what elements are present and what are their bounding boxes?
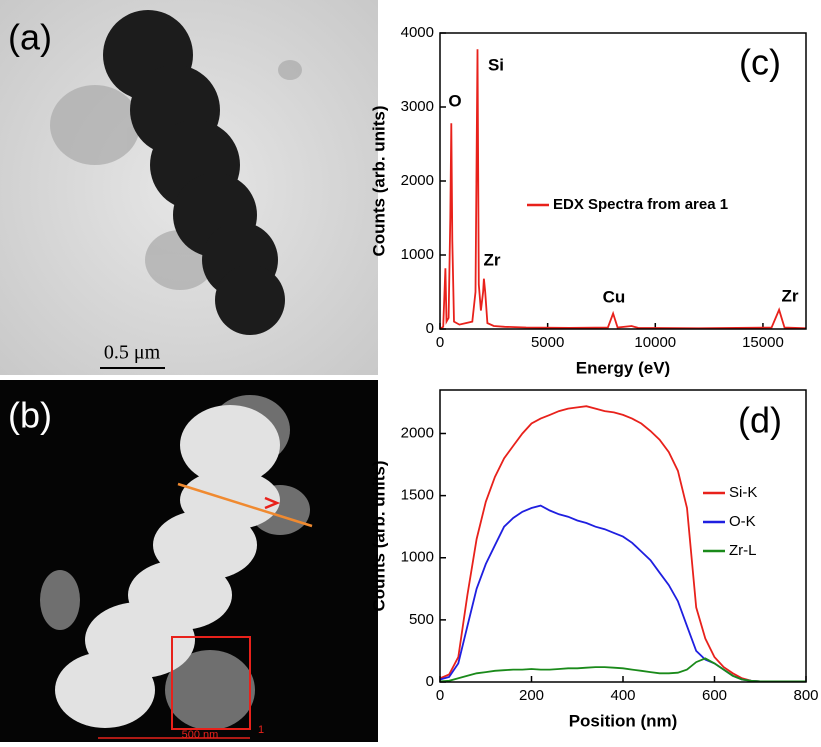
particle-chain [103, 10, 285, 335]
y-tick-label: 500 [409, 611, 434, 628]
x-tick-label: 200 [519, 687, 544, 704]
scale-bar-label: 0.5 μm [104, 342, 161, 364]
legend-label: O-K [729, 513, 756, 530]
series-line [439, 49, 807, 330]
y-tick-label: 4000 [401, 24, 434, 41]
y-tick-label: 1500 [401, 487, 434, 504]
x-tick-label: 10000 [634, 334, 676, 351]
x-axis-label: Position (nm) [569, 711, 678, 730]
y-axis-label: Counts (arb. units) [369, 460, 388, 611]
scan-arrow [264, 496, 281, 510]
y-tick-label: 1000 [401, 246, 434, 263]
peak-label: Zr [782, 286, 799, 305]
scan-line [177, 482, 313, 528]
series-line [439, 657, 806, 683]
x-tick-label: 15000 [742, 334, 784, 351]
legend-label: EDX Spectra from area 1 [553, 196, 728, 213]
panel-label: (d) [738, 400, 782, 441]
region-label: 1 [258, 724, 264, 736]
y-tick-label: 0 [426, 320, 434, 337]
x-tick-label: 5000 [531, 334, 564, 351]
x-tick-label: 600 [702, 687, 727, 704]
peak-label: Cu [603, 287, 626, 306]
scale-bar-label: 500 nm [182, 729, 219, 741]
x-axis-label: Energy (eV) [576, 358, 670, 377]
plot-frame [439, 32, 807, 330]
peak-label: Zr [484, 250, 501, 269]
y-tick-label: 2000 [401, 424, 434, 441]
y-axis-label: Counts (arb. units) [369, 105, 388, 256]
panel-label: (b) [8, 395, 52, 436]
panel-label: (a) [8, 17, 52, 58]
peak-label: Si [488, 55, 504, 74]
x-tick-label: 400 [610, 687, 635, 704]
x-tick-label: 0 [436, 334, 444, 351]
region-box [171, 636, 251, 730]
y-tick-label: 2000 [401, 172, 434, 189]
y-tick-label: 0 [426, 673, 434, 690]
x-tick-label: 800 [793, 687, 818, 704]
x-tick-label: 0 [436, 687, 444, 704]
legend-label: Si-K [729, 484, 757, 501]
legend-label: Zr-L [729, 542, 757, 559]
y-tick-label: 1000 [401, 549, 434, 566]
plot-frame [439, 389, 807, 683]
peak-label: O [448, 91, 461, 110]
panel-label: (c) [739, 42, 781, 83]
y-tick-label: 3000 [401, 98, 434, 115]
series-line [439, 504, 806, 683]
